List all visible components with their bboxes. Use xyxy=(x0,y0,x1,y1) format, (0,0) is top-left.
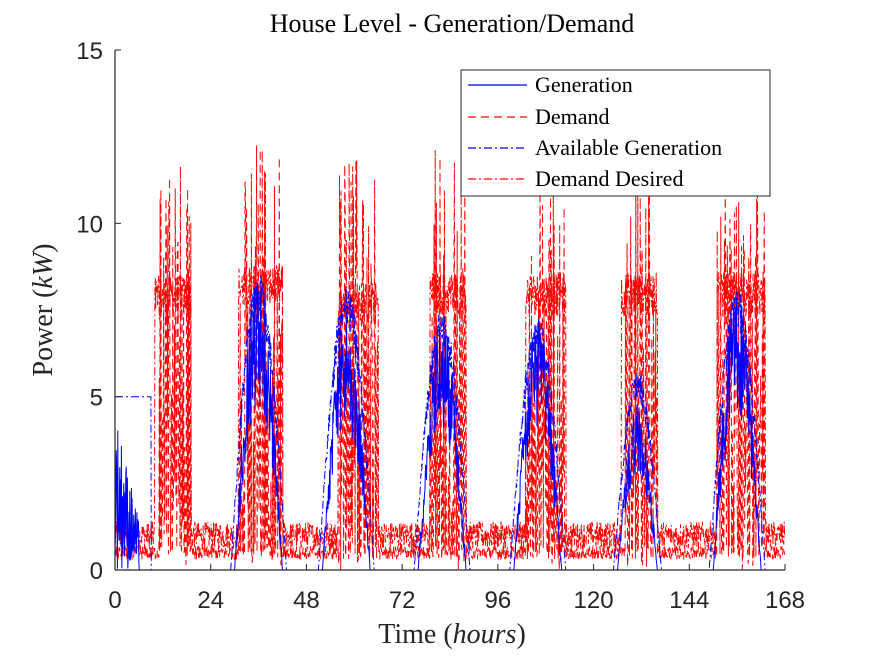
x-axis-label: Time (hours) xyxy=(378,619,526,650)
y-tick-label: 0 xyxy=(90,558,103,585)
chart-title: House Level - Generation/Demand xyxy=(270,9,635,38)
x-tick-label: 0 xyxy=(108,587,121,614)
series-demand-desired-line xyxy=(115,265,785,550)
y-tick-label: 15 xyxy=(76,38,103,65)
x-axis-unit: hours xyxy=(453,619,517,650)
y-tick-label: 5 xyxy=(90,385,103,412)
x-axis-label-text: Time xyxy=(378,619,436,650)
x-tick-label: 120 xyxy=(574,587,614,614)
y-axis-ticks: 0 5 10 15 xyxy=(76,38,121,585)
legend-label-generation: Generation xyxy=(535,72,633,97)
y-axis-unit: kW xyxy=(28,250,59,288)
legend-label-demand: Demand xyxy=(535,104,610,129)
legend-label-demand-desired: Demand Desired xyxy=(535,166,683,191)
x-axis-ticks: 0 24 48 72 96 120 144 168 xyxy=(108,564,805,614)
x-tick-label: 48 xyxy=(293,587,320,614)
plot-area xyxy=(115,145,785,570)
legend-box xyxy=(460,69,771,197)
legend-label-available-generation: Available Generation xyxy=(535,135,722,160)
y-axis-label-text: Power xyxy=(28,304,59,376)
x-tick-label: 24 xyxy=(197,587,224,614)
y-axis-label: Power (kW) xyxy=(28,244,59,377)
series-generation-line xyxy=(115,282,785,570)
x-tick-label: 144 xyxy=(669,587,709,614)
x-tick-label: 96 xyxy=(485,587,512,614)
x-tick-label: 168 xyxy=(765,587,805,614)
y-tick-label: 10 xyxy=(76,211,103,238)
legend: Generation Demand Available Generation D… xyxy=(460,69,771,197)
x-tick-label: 72 xyxy=(389,587,416,614)
series-demand-line xyxy=(115,145,785,570)
